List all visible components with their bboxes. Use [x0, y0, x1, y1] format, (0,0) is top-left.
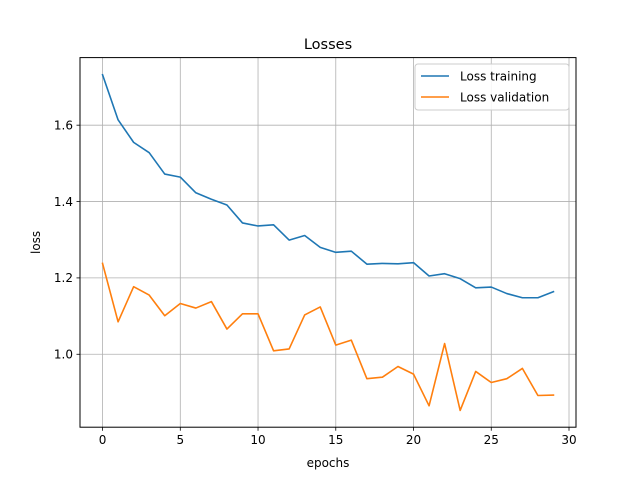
plot-frame [79, 57, 577, 428]
y-tick-label: 1.0 [54, 348, 73, 362]
x-axis-title: epochs [307, 456, 350, 470]
x-tick-label: 5 [176, 433, 184, 447]
series-line-training [101, 73, 555, 299]
grid [80, 57, 576, 428]
x-tick-label: 20 [406, 433, 421, 447]
y-axis-title: loss [29, 231, 43, 254]
x-tick-label: 30 [561, 433, 576, 447]
y-tick-label: 1.2 [54, 271, 73, 285]
series-lines [101, 73, 555, 412]
legend-label-training: Loss training [460, 70, 537, 84]
y-axis-ticks: 1.0 1.2 1.4 1.6 [54, 118, 80, 362]
x-tick-label: 0 [99, 433, 107, 447]
y-tick-label: 1.6 [54, 118, 73, 132]
legend-frame [414, 63, 570, 111]
series-line-validation [101, 262, 555, 412]
y-tick-label: 1.4 [54, 195, 73, 209]
x-tick-label: 15 [328, 433, 343, 447]
legend-label-validation: Loss validation [460, 91, 549, 105]
legend: Loss training Loss validation [414, 63, 570, 111]
x-tick-label: 25 [484, 433, 499, 447]
x-tick-label: 10 [250, 433, 265, 447]
chart-title: Losses [304, 37, 352, 53]
x-axis-ticks: 0 5 10 15 20 25 30 [99, 427, 577, 447]
